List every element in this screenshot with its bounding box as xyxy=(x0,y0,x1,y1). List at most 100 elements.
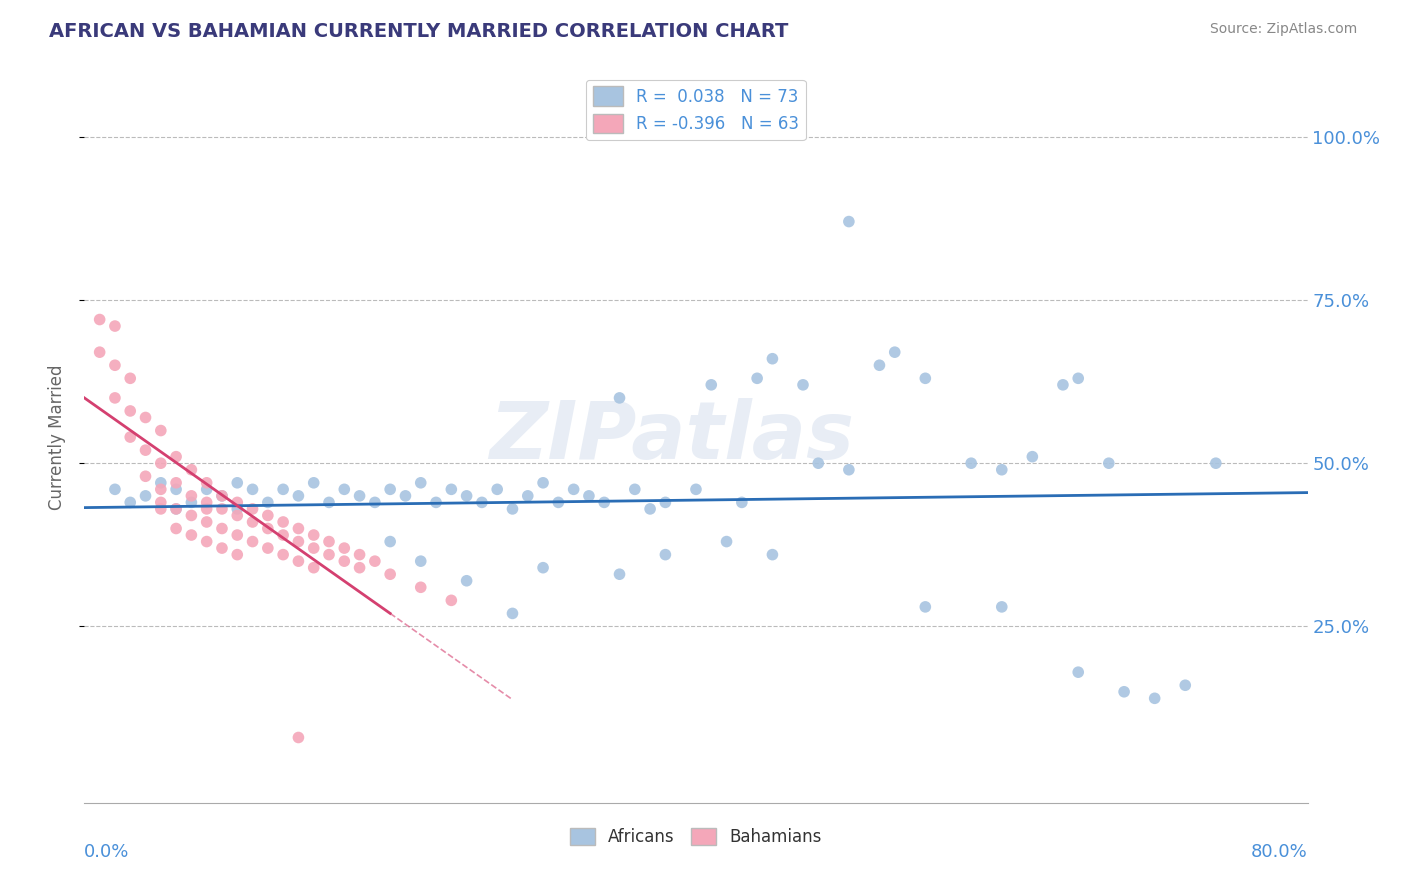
Point xyxy=(960,456,983,470)
Point xyxy=(471,495,494,509)
Point xyxy=(165,502,187,516)
Point xyxy=(333,554,356,568)
Point xyxy=(747,371,769,385)
Point xyxy=(149,424,172,438)
Point xyxy=(302,560,325,574)
Point xyxy=(104,391,127,405)
Point xyxy=(165,483,187,497)
Point xyxy=(685,483,707,497)
Point xyxy=(318,534,340,549)
Point xyxy=(180,508,202,523)
Point xyxy=(654,495,676,509)
Point xyxy=(242,483,264,497)
Point xyxy=(991,599,1014,614)
Point xyxy=(195,495,218,509)
Point xyxy=(914,599,936,614)
Point xyxy=(409,580,432,594)
Point xyxy=(349,489,371,503)
Point xyxy=(211,502,233,516)
Point xyxy=(456,489,478,503)
Point xyxy=(869,358,891,372)
Point xyxy=(654,548,676,562)
Point xyxy=(135,469,157,483)
Point xyxy=(149,475,172,490)
Point xyxy=(165,450,187,464)
Point xyxy=(135,443,157,458)
Point xyxy=(531,475,554,490)
Point xyxy=(242,515,264,529)
Point xyxy=(287,731,309,745)
Point xyxy=(89,345,111,359)
Point xyxy=(807,456,830,470)
Point xyxy=(257,521,280,535)
Point xyxy=(409,475,432,490)
Point xyxy=(991,463,1014,477)
Point xyxy=(226,548,249,562)
Point xyxy=(364,554,387,568)
Point xyxy=(761,548,783,562)
Point xyxy=(120,495,142,509)
Point xyxy=(149,483,172,497)
Point xyxy=(120,430,142,444)
Point xyxy=(364,495,387,509)
Point xyxy=(242,534,264,549)
Point xyxy=(135,410,157,425)
Point xyxy=(165,475,187,490)
Point xyxy=(211,541,233,555)
Point xyxy=(609,567,631,582)
Point xyxy=(226,475,249,490)
Point xyxy=(380,534,402,549)
Point xyxy=(149,502,172,516)
Point xyxy=(287,489,309,503)
Point xyxy=(226,495,249,509)
Point xyxy=(731,495,754,509)
Point xyxy=(1205,456,1227,470)
Point xyxy=(149,456,172,470)
Text: 80.0%: 80.0% xyxy=(1251,843,1308,861)
Point xyxy=(409,554,432,568)
Text: ZIPatlas: ZIPatlas xyxy=(489,398,853,476)
Point xyxy=(456,574,478,588)
Point xyxy=(318,548,340,562)
Point xyxy=(1114,685,1136,699)
Point xyxy=(226,508,249,523)
Point xyxy=(394,489,416,503)
Point xyxy=(547,495,569,509)
Point xyxy=(624,483,647,497)
Point xyxy=(257,508,280,523)
Point xyxy=(195,483,218,497)
Point xyxy=(302,475,325,490)
Point xyxy=(380,483,402,497)
Point xyxy=(638,502,661,516)
Point xyxy=(180,463,202,477)
Point xyxy=(165,521,187,535)
Point xyxy=(257,541,280,555)
Point xyxy=(287,534,309,549)
Point xyxy=(195,515,218,529)
Point xyxy=(838,214,860,228)
Text: AFRICAN VS BAHAMIAN CURRENTLY MARRIED CORRELATION CHART: AFRICAN VS BAHAMIAN CURRENTLY MARRIED CO… xyxy=(49,22,789,41)
Point xyxy=(211,521,233,535)
Point xyxy=(531,560,554,574)
Point xyxy=(1098,456,1121,470)
Point xyxy=(211,489,233,503)
Point xyxy=(1052,377,1074,392)
Point xyxy=(380,567,402,582)
Point xyxy=(135,489,157,503)
Point xyxy=(120,404,142,418)
Y-axis label: Currently Married: Currently Married xyxy=(48,364,66,510)
Point xyxy=(1067,371,1090,385)
Point xyxy=(914,371,936,385)
Point xyxy=(883,345,905,359)
Point xyxy=(425,495,447,509)
Point xyxy=(333,541,356,555)
Point xyxy=(502,607,524,621)
Point xyxy=(302,528,325,542)
Point xyxy=(593,495,616,509)
Point xyxy=(195,475,218,490)
Point xyxy=(838,463,860,477)
Point xyxy=(120,371,142,385)
Point xyxy=(287,521,309,535)
Point xyxy=(195,534,218,549)
Text: Source: ZipAtlas.com: Source: ZipAtlas.com xyxy=(1209,22,1357,37)
